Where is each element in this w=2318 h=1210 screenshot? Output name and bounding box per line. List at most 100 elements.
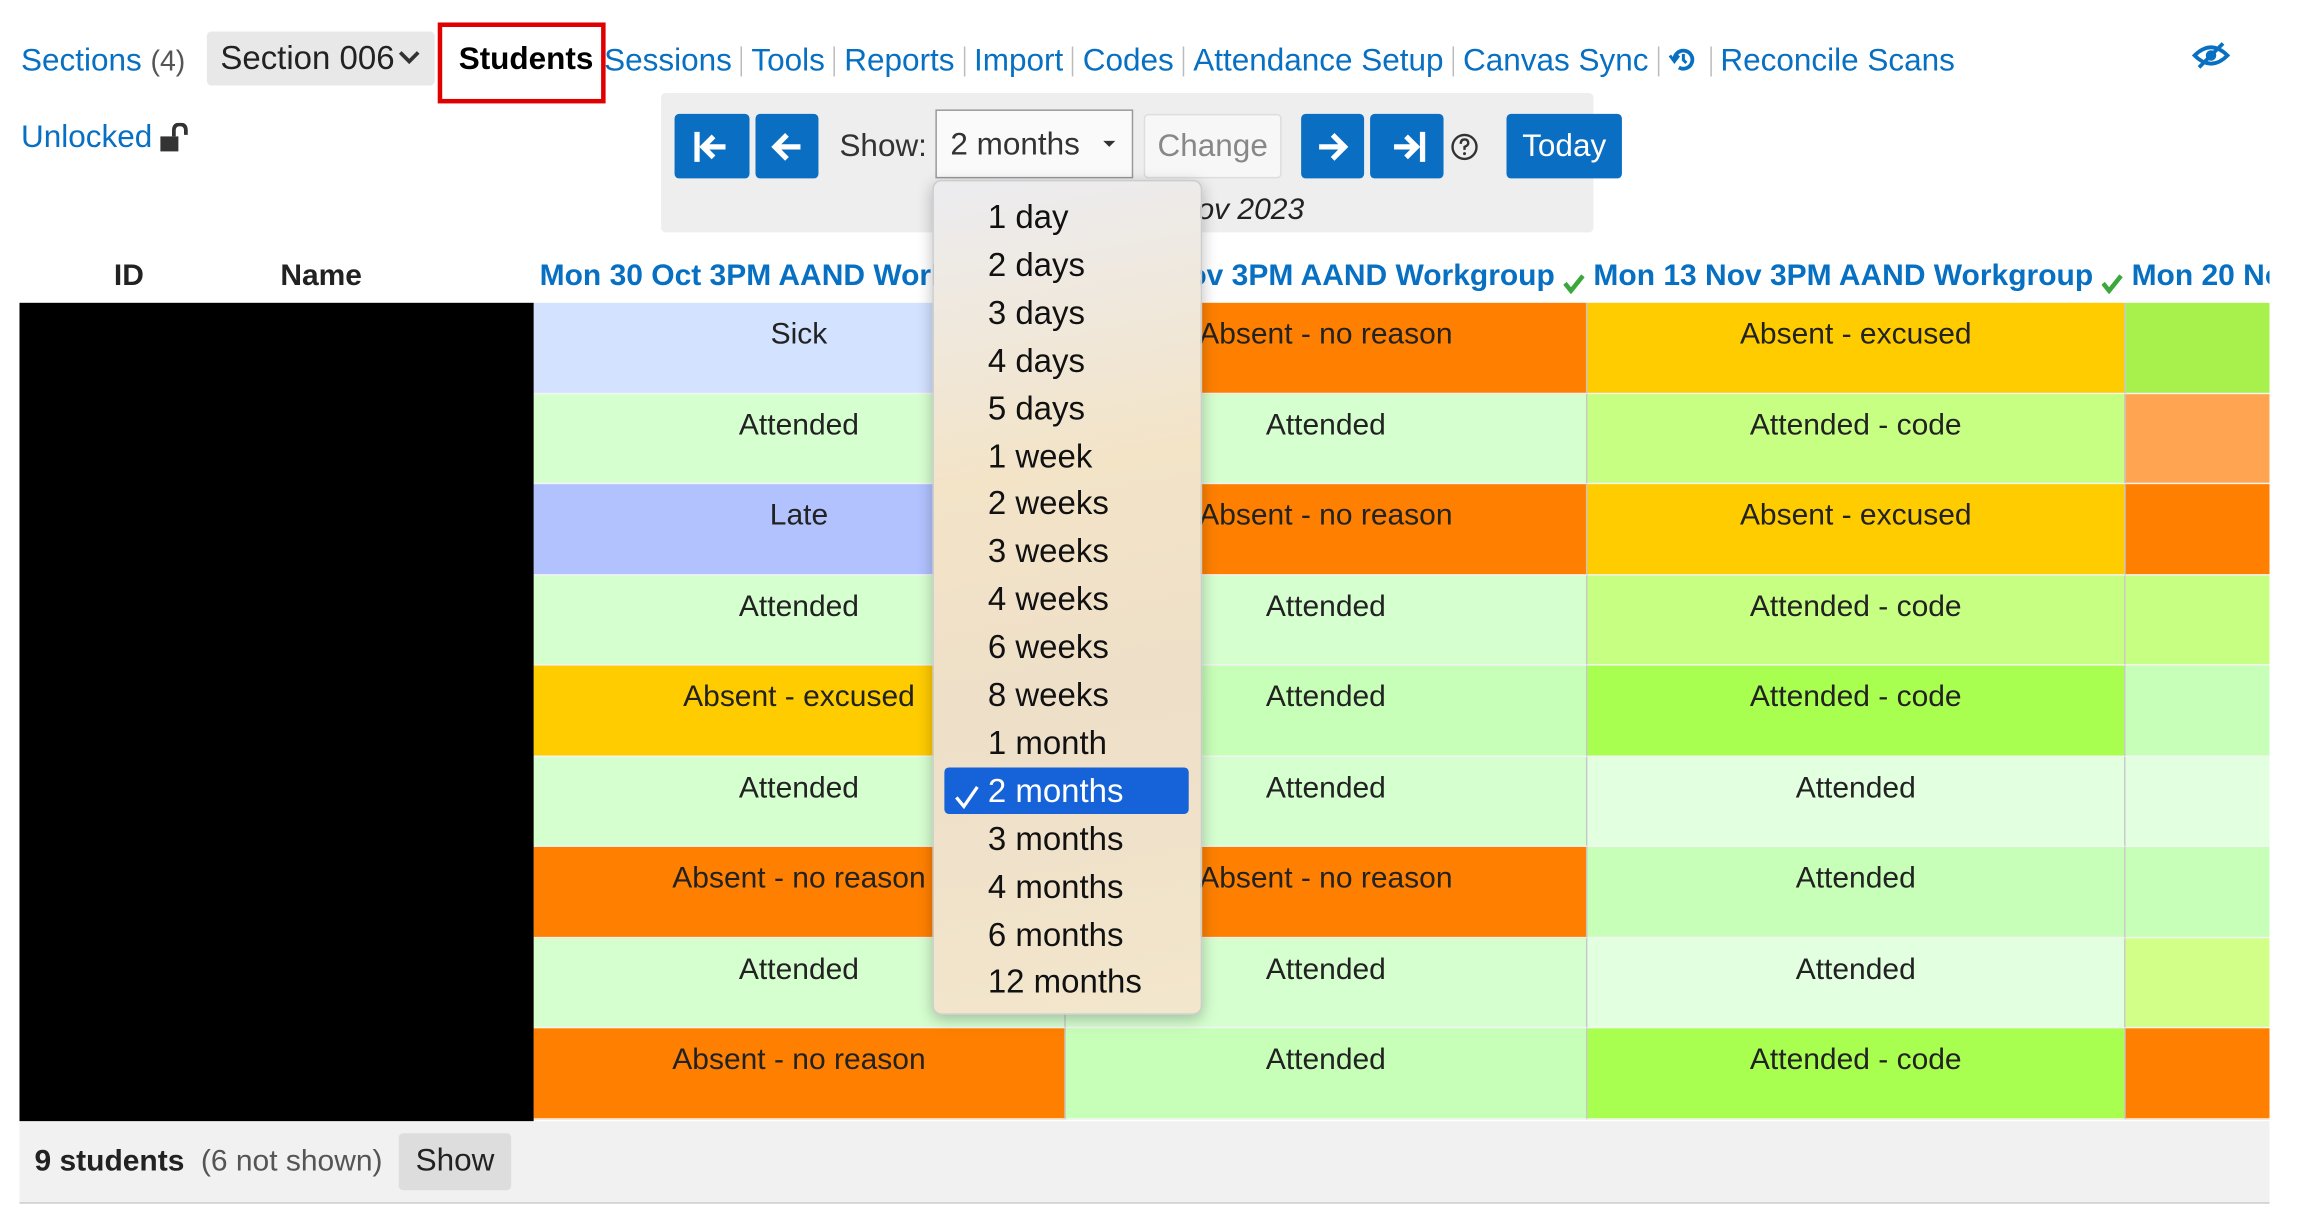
sections-count: (4) [150,46,186,78]
attendance-cell[interactable] [2125,302,2270,394]
dropdown-option[interactable]: 2 days [944,241,1188,287]
dropdown-option[interactable]: 12 months [944,958,1188,1004]
sections-text[interactable]: Sections [20,43,142,78]
option-label: 3 weeks [987,532,1109,571]
nav-link[interactable]: Canvas Sync [1462,43,1649,78]
today-button[interactable]: Today [1506,113,1622,179]
last-button[interactable] [1370,113,1444,179]
attendance-cell[interactable] [2125,574,2270,666]
first-icon [694,131,726,162]
dropdown-option[interactable]: 6 weeks [944,624,1188,670]
separator [1072,46,1074,77]
id-header: ID [113,259,144,293]
chevron [398,51,420,65]
attendance-status: Absent - no reason [1199,317,1453,351]
option-label: 2 weeks [987,484,1109,523]
dropdown-option[interactable]: 3 months [944,815,1188,861]
nav-link[interactable]: Import [974,43,1064,78]
attendance-cell[interactable]: Attended [1587,937,2126,1029]
attendance-status: Absent - no reason [672,861,926,895]
active-tab[interactable]: Students [437,22,606,104]
attendance-status: Attended [1265,952,1386,986]
attendance-cell[interactable]: Attended [1587,756,2126,847]
option-label: 3 days [987,293,1086,331]
nav-link[interactable]: Tools [751,43,825,78]
attendance-cell[interactable]: Attended - code [1587,665,2126,757]
help-icon[interactable] [1450,132,1480,162]
session-header[interactable]: Mon 13 Nov 3PM AAND Workgroup [1593,256,2124,295]
option-label: 3 months [987,819,1124,857]
attendance-cell[interactable] [2125,1028,2270,1120]
lock-icon [159,122,188,152]
show-label: Show [415,1143,495,1179]
prev-button[interactable] [755,113,819,179]
history-glyph [1668,48,1694,71]
dropdown-option[interactable]: 1 month [944,719,1188,765]
lock-status[interactable]: Unlocked [21,117,191,159]
nav-link[interactable]: Reconcile Scans [1720,43,1955,78]
attendance-cell[interactable] [2125,665,2270,757]
selected-check [953,776,980,809]
attendance-status: Absent - excused [683,680,915,714]
dropdown-option[interactable]: 4 weeks [944,576,1188,622]
attendance-cell[interactable] [2125,846,2270,938]
dropdown-option[interactable]: 3 weeks [944,528,1188,574]
option-label: 4 months [987,867,1124,905]
nav-link[interactable]: Sessions [604,43,732,78]
attendance-cell[interactable]: Attended [1587,846,2126,938]
separator [1709,46,1712,77]
attendance-cell[interactable]: Absent - no reason [533,1028,1066,1120]
dropdown-option[interactable]: 2 months [944,767,1189,814]
separator [963,46,966,77]
dropdown-option[interactable]: 4 months [944,863,1188,909]
attendance-cell[interactable]: Absent - excused [1587,484,2126,575]
dropdown-option[interactable]: 8 weeks [944,672,1188,718]
dropdown-option[interactable]: 6 months [944,911,1188,957]
attendance-status: Attended [1265,589,1386,623]
option-label: 6 months [987,915,1124,953]
dropdown-option[interactable]: 5 days [944,385,1188,431]
attendance-status: Absent - excused [1739,317,1972,351]
session-title[interactable]: Mon 20 Nov 3PM AAND Workgroup [2131,259,2270,293]
hidden-count: (6 not shown) [200,1145,383,1179]
attendance-cell[interactable] [2125,756,2270,847]
attendance-cell[interactable]: Attended - code [1587,393,2126,485]
attendance-cell[interactable] [2125,937,2270,1029]
dropdown-option[interactable]: 3 days [944,289,1188,335]
separator [1452,46,1454,77]
dropdown-option[interactable]: 4 days [944,337,1188,383]
show-button[interactable]: Show [398,1133,512,1191]
change-button[interactable]: Change [1143,113,1282,179]
attendance-cell[interactable] [2125,484,2270,575]
attendance-status: Attended [1795,771,1916,805]
session-header[interactable]: Mon 20 Nov 3PM AAND Workgroup [2132,256,2270,295]
attendance-cell[interactable]: Absent - excused [1587,302,2126,394]
last-icon [1393,131,1425,162]
attendance-status: Attended [1795,861,1916,895]
attendance-cell[interactable]: Attended - code [1587,1028,2126,1120]
period-select[interactable]: 2 months [935,109,1134,179]
attendance-cell[interactable] [2125,393,2270,485]
session-title[interactable]: Mon 13 Nov 3PM AAND Workgroup [1593,259,2094,293]
dropdown-option[interactable]: 1 day [944,193,1188,239]
next-button[interactable] [1301,113,1365,179]
section-select[interactable]: Section 006 [206,31,435,86]
attendance-status: Attended [1265,1043,1386,1077]
nav-link[interactable]: Reports [844,43,955,78]
caret [1103,140,1116,147]
option-label: 2 days [987,245,1086,284]
attendance-cell[interactable]: Attended - code [1587,574,2126,666]
unlocked-text[interactable]: Unlocked [20,119,153,155]
nav-link[interactable]: Codes [1082,43,1174,78]
dropdown-option[interactable]: 1 week [944,432,1188,478]
nav-link[interactable]: Attendance Setup [1193,43,1444,78]
history-icon[interactable] [1668,45,1701,82]
first-button[interactable] [674,113,750,179]
visibility-icon[interactable] [2191,42,2231,69]
sections-link[interactable]: Sections (4) [21,40,185,82]
section-label: Section 006 [220,38,395,77]
dropdown-option[interactable]: 2 weeks [944,480,1188,526]
attendance-cell[interactable]: Attended [1065,1028,1588,1120]
attendance-status: Attended [1265,680,1386,714]
